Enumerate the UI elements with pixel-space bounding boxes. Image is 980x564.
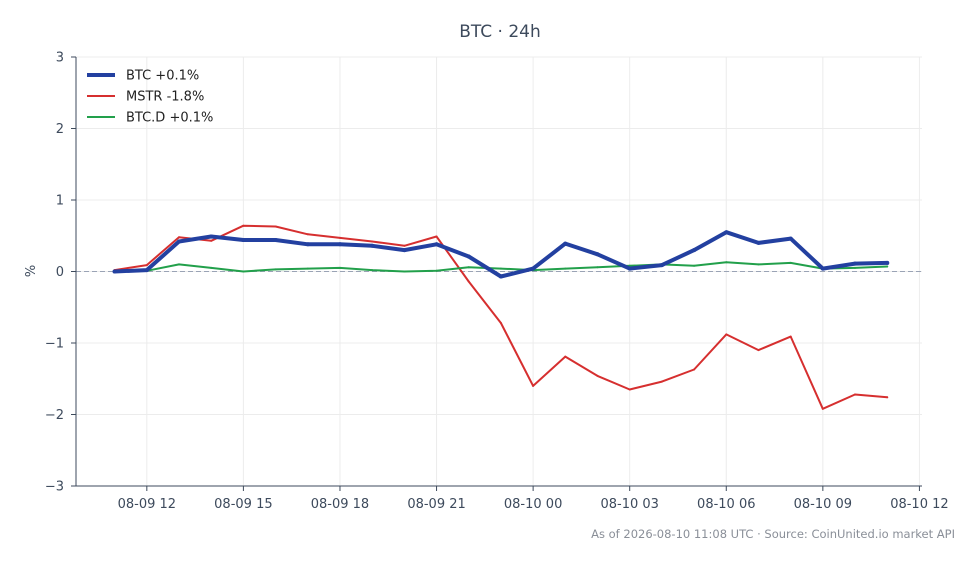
series-1-point — [435, 235, 438, 238]
series-0-point — [853, 261, 857, 266]
y-tick-label: −2 — [45, 408, 64, 423]
series-1-point — [306, 233, 309, 236]
y-tick-label: −1 — [45, 337, 64, 352]
series-0-point — [177, 239, 181, 244]
series-2-point — [339, 266, 341, 269]
series-0-point — [724, 230, 729, 235]
y-tick-label: 0 — [56, 265, 64, 280]
series-2-point — [435, 269, 438, 272]
series-0-point — [466, 254, 471, 259]
x-tick-label: 08-09 18 — [311, 497, 369, 512]
series-2-point — [306, 267, 309, 270]
series-0-point — [112, 269, 117, 274]
series-line-2 — [113, 261, 889, 273]
chart-legend: BTC +0.1% MSTR -1.8% BTC.D +0.1% — [87, 69, 213, 126]
series-1-point — [789, 335, 792, 338]
series-2-point — [757, 263, 760, 266]
series-0-point — [563, 241, 568, 246]
x-tick-label: 08-10 09 — [794, 497, 852, 512]
series-1-point — [596, 374, 599, 377]
y-tick-label: 2 — [56, 122, 64, 137]
series-1-point — [564, 355, 567, 358]
series-1-point — [339, 236, 341, 239]
series-0-point — [595, 252, 600, 257]
series-1-point — [886, 396, 889, 399]
y-tick-label: 1 — [56, 194, 64, 209]
series-0-point — [370, 243, 375, 248]
series-1-point — [660, 380, 663, 383]
series-2-point — [499, 267, 502, 270]
series-1-point — [854, 393, 856, 396]
series-2-point — [403, 270, 406, 273]
x-tick-label: 08-10 03 — [600, 497, 658, 512]
series-2-point — [274, 268, 277, 271]
series-0-point — [627, 266, 632, 271]
series-2-point — [371, 269, 374, 272]
series-1-point — [242, 224, 245, 227]
series-0-point — [305, 242, 310, 247]
series-0-point — [531, 266, 536, 271]
series-0-point — [402, 248, 407, 253]
series-0-point — [273, 238, 278, 242]
series-1-point — [693, 368, 696, 371]
series-0-point — [498, 274, 503, 279]
series-2-point — [564, 267, 567, 270]
legend-label: MSTR -1.8% — [126, 90, 204, 105]
x-tick-label: 08-09 21 — [407, 497, 465, 512]
series-1-point — [403, 244, 406, 247]
chart-ticks: 3 2 1 0 −1 −2 −3 08-09 12 08-09 15 08-09 18 08-09 … — [45, 51, 949, 513]
series-0-point — [820, 266, 825, 271]
series-1-point — [467, 280, 470, 283]
series-0-point — [209, 234, 214, 239]
series-2-point — [596, 266, 599, 269]
legend-label: BTC +0.1% — [126, 69, 199, 84]
x-tick-label: 08-10 00 — [504, 497, 562, 512]
series-1-point — [371, 240, 374, 243]
series-0-point — [885, 260, 890, 265]
series-1-point — [821, 407, 824, 410]
chart-title: BTC · 24h — [459, 22, 541, 42]
series-2-point — [789, 261, 792, 264]
series-1-point — [532, 384, 535, 387]
series-0-point — [756, 240, 761, 245]
series-1-point — [499, 322, 502, 324]
series-0-point — [788, 236, 793, 241]
series-2-point — [178, 263, 180, 266]
series-1-point — [628, 388, 631, 391]
series-0-point — [144, 268, 149, 273]
legend-label: BTC.D +0.1% — [126, 111, 213, 126]
series-line-1 — [113, 224, 889, 410]
series-2-point — [210, 266, 213, 269]
series-0-point — [241, 238, 246, 242]
series-1-point — [178, 236, 180, 239]
series-1-point — [757, 349, 760, 352]
chart-series — [112, 224, 890, 410]
series-2-point — [693, 264, 696, 267]
series-1-point — [274, 225, 277, 228]
x-tick-label: 08-09 15 — [214, 497, 272, 512]
series-0-point — [659, 263, 664, 268]
series-0-point — [338, 242, 342, 247]
series-1-point — [725, 333, 728, 336]
footer-source-note: As of 2026-08-10 11:08 UTC · Source: Coi… — [591, 527, 955, 541]
series-2-point — [467, 266, 470, 269]
x-tick-label: 08-10 06 — [697, 497, 755, 512]
series-2-point — [725, 261, 728, 264]
series-1-point — [145, 264, 148, 267]
series-1-point — [210, 239, 213, 242]
y-tick-label: 3 — [56, 51, 64, 66]
series-2-point — [854, 266, 856, 269]
series-0-point — [434, 242, 439, 247]
x-tick-label: 08-09 12 — [118, 497, 176, 512]
series-0-point — [692, 248, 697, 253]
series-2-point — [242, 270, 245, 273]
y-tick-label: −3 — [45, 480, 64, 495]
y-axis-label: % — [24, 265, 39, 277]
series-2-point — [886, 265, 889, 268]
x-tick-label: 08-10 12 — [890, 497, 948, 512]
